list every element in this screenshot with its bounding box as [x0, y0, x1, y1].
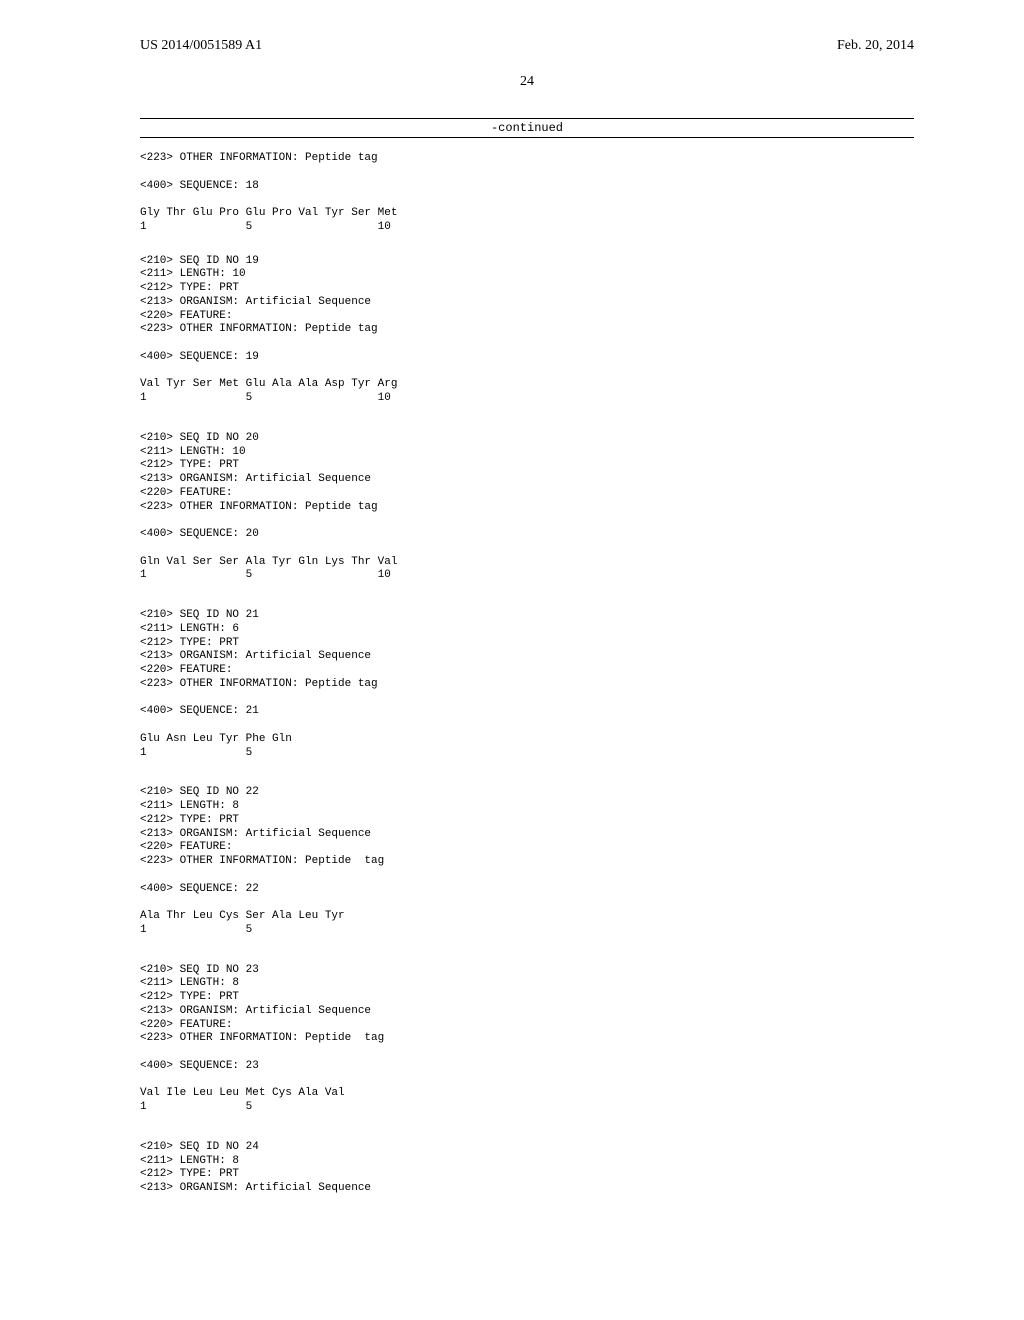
seq-block-23: <210> SEQ ID NO 23 <211> LENGTH: 8 <212>… — [140, 964, 914, 1115]
seq-block-19: <210> SEQ ID NO 19 <211> LENGTH: 10 <212… — [140, 255, 914, 406]
publication-date: Feb. 20, 2014 — [837, 38, 914, 54]
continued-rule: -continued — [140, 118, 914, 138]
header-row: US 2014/0051589 A1 Feb. 20, 2014 — [140, 38, 914, 54]
seq-block-18: <223> OTHER INFORMATION: Peptide tag <40… — [140, 152, 914, 235]
seq-block-22: <210> SEQ ID NO 22 <211> LENGTH: 8 <212>… — [140, 786, 914, 937]
page-number: 24 — [140, 74, 914, 90]
seq-block-24: <210> SEQ ID NO 24 <211> LENGTH: 8 <212>… — [140, 1141, 914, 1196]
page-container: US 2014/0051589 A1 Feb. 20, 2014 24 -con… — [0, 0, 1024, 1226]
seq-block-21: <210> SEQ ID NO 21 <211> LENGTH: 6 <212>… — [140, 609, 914, 760]
continued-label: -continued — [140, 121, 914, 135]
publication-number: US 2014/0051589 A1 — [140, 38, 262, 54]
seq-block-20: <210> SEQ ID NO 20 <211> LENGTH: 10 <212… — [140, 432, 914, 583]
